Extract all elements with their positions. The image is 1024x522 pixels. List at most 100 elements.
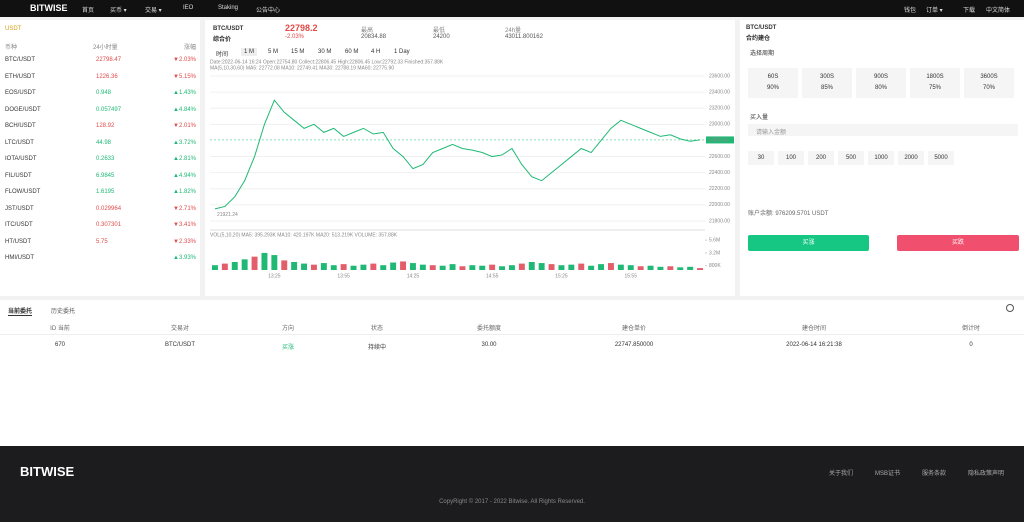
period-option[interactable]: 1800S 75% [910,68,960,98]
buy-up-button[interactable]: 买涨 [748,235,869,251]
interval[interactable]: 30 M [318,49,332,55]
volume-bar [469,265,476,270]
footer-link[interactable]: MSB证书 [875,471,901,477]
order-header: ID 当前 [50,326,70,332]
nav-item[interactable]: 下载 [963,8,976,14]
nav-item[interactable]: Staking [218,5,239,11]
interval[interactable]: 4 H [371,49,381,55]
y-tick-label: 22000.00 [709,202,730,208]
pair[interactable]: HT/USDT [5,238,31,245]
pair[interactable]: FIL/USDT [5,172,32,179]
period-option[interactable]: 900S 80% [856,68,906,98]
volume-bar [538,263,545,270]
footer-link[interactable]: 关于我们 [829,471,854,477]
pair[interactable]: FLOW/USDT [5,189,41,195]
footer-link[interactable]: 服务条款 [922,471,947,477]
order-header: 方向 [281,326,295,332]
period-option[interactable]: 300S 85% [802,68,852,98]
period-option[interactable]: 60S 90% [748,68,798,98]
amount-option[interactable]: 100 [778,151,804,165]
interval[interactable]: 1 Day [394,49,410,55]
amount-input[interactable]: 请输入金额 [748,124,1018,136]
change: ▲4.94% [173,172,196,179]
pair[interactable]: DOGE/USDT [5,106,41,113]
y-tick-label: 23400.00 [709,89,730,95]
volume-bar [479,265,486,270]
pair[interactable]: IOTA/USDT [5,156,37,162]
volume-bar [340,264,347,270]
pair[interactable]: BCH/USDT [5,123,36,129]
volume-bar [211,265,218,270]
interval[interactable]: 60 M [345,49,359,55]
volume-bar [330,265,337,270]
x-tick-label: 14:55 [486,273,499,279]
change: ▲3.72% [173,139,196,146]
order-tab[interactable]: 历史委托 [51,309,76,315]
buy-down-button[interactable]: 买跌 [897,235,1019,251]
interval: 时间 [216,52,229,58]
volume-bar [588,265,595,270]
pair[interactable]: HMI/USDT [5,255,34,261]
nav-item[interactable]: 交易 ▾ [145,8,162,14]
copyright: CopyRight © 2017 - 2022 Bitwise. All Rig… [439,499,585,505]
volume-bar [221,263,228,270]
amount-option[interactable]: 500 [838,151,864,165]
stat-value: 43011.800162 [505,34,543,40]
nav-item[interactable]: IEO [183,5,194,11]
ma-info: MA(5,10,30,60) MA5: 22772.08 MA10: 22749… [210,65,394,71]
volume-bar [281,260,288,270]
market-header: 涨幅 [183,45,196,51]
nav-item[interactable]: 中文简体 [986,8,1011,14]
order-header: 状态 [370,326,384,332]
pair[interactable]: JST/USDT [5,205,34,212]
nav-item[interactable]: 公告中心 [256,8,281,14]
logo[interactable]: BITWISE [30,3,68,13]
footer-link[interactable]: 隐私政策声明 [968,471,1005,477]
period-time: 3600S [980,74,998,80]
interval[interactable]: 1 M [241,48,258,56]
pair[interactable]: BTC/USDT [5,57,35,63]
volume-bar [241,259,248,270]
x-tick-label: 15:55 [624,273,637,279]
order-tab[interactable]: 当前委托 [8,306,33,316]
volume-bar [508,265,515,270]
volume-bar [439,265,446,270]
change: ▲2.81% [173,156,196,162]
period-rate: 85% [820,85,833,91]
trade-subtitle: 合约建仓 [746,36,771,42]
pair[interactable]: LTC/USDT [5,139,34,146]
nav-item[interactable]: 首页 [82,8,95,14]
amount-option[interactable]: 30 [748,151,774,165]
x-tick-label: 14:25 [407,273,420,279]
pair[interactable]: ETH/USDT [5,73,35,80]
interval[interactable]: 5 M [268,49,279,55]
order-header: 建仓单价 [621,326,647,332]
period-option[interactable]: 3600S 70% [964,68,1014,98]
y-tick-label: 23200.00 [709,106,730,112]
nav-item[interactable]: 订单 ▾ [926,8,943,14]
amount-option[interactable]: 5000 [928,151,954,165]
stat-label: 最高 [361,28,374,34]
market-panel: USDT 币种 24小时量 涨幅 BTC/USDT 22798.47 ▼2.03% ETH/U… [0,20,200,296]
amount-option[interactable]: 1000 [868,151,894,165]
pair[interactable]: EOS/USDT [5,90,36,96]
amount-option[interactable]: 2000 [898,151,924,165]
stat-value: 20834.88 [361,34,387,40]
y-tick-label: 3.2M [709,250,720,256]
volume-bar [607,263,614,270]
change: ▲1.43% [173,90,196,96]
refresh-icon[interactable] [1006,304,1014,312]
interval[interactable]: 15 M [291,49,305,55]
volume-bar [251,256,258,270]
nav-item[interactable]: 买币 ▾ [110,8,127,14]
change: ▼2.01% [173,123,196,129]
period-rate: 90% [766,85,779,91]
amount-option[interactable]: 200 [808,151,834,165]
ticker-change: -2.03% [285,34,305,40]
volume-bar [429,265,436,270]
nav-item[interactable]: 钱包 [904,8,917,14]
pair[interactable]: ITC/USDT [5,222,33,228]
price: 1226.36 [96,73,118,80]
volume-bar [499,266,506,270]
